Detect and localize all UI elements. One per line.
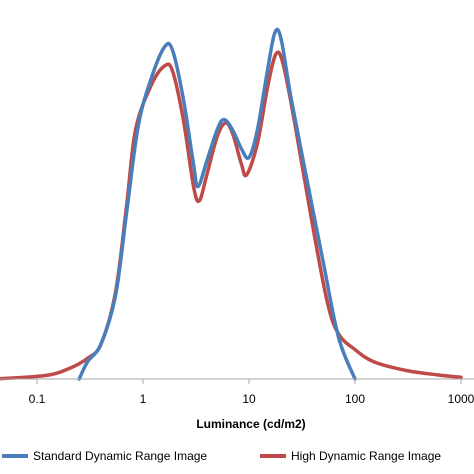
- x-tick-label: 10: [242, 392, 256, 406]
- series-line-sdr: [77, 27, 357, 381]
- x-tick-label: 0.1: [29, 392, 46, 406]
- x-tick-label: 1: [140, 392, 147, 406]
- x-axis-title: Luminance (cd/m2): [196, 417, 305, 431]
- plot-area: [0, 27, 463, 381]
- x-tick-label: 100: [345, 392, 365, 406]
- legend: Standard Dynamic Range Image High Dynami…: [2, 449, 441, 463]
- x-tick-label: 1000: [448, 392, 474, 406]
- legend-label-sdr: Standard Dynamic Range Image: [33, 449, 207, 463]
- x-axis-ticks: 0.1 1 10 100 1000: [29, 379, 474, 406]
- legend-label-hdr: High Dynamic Range Image: [291, 449, 441, 463]
